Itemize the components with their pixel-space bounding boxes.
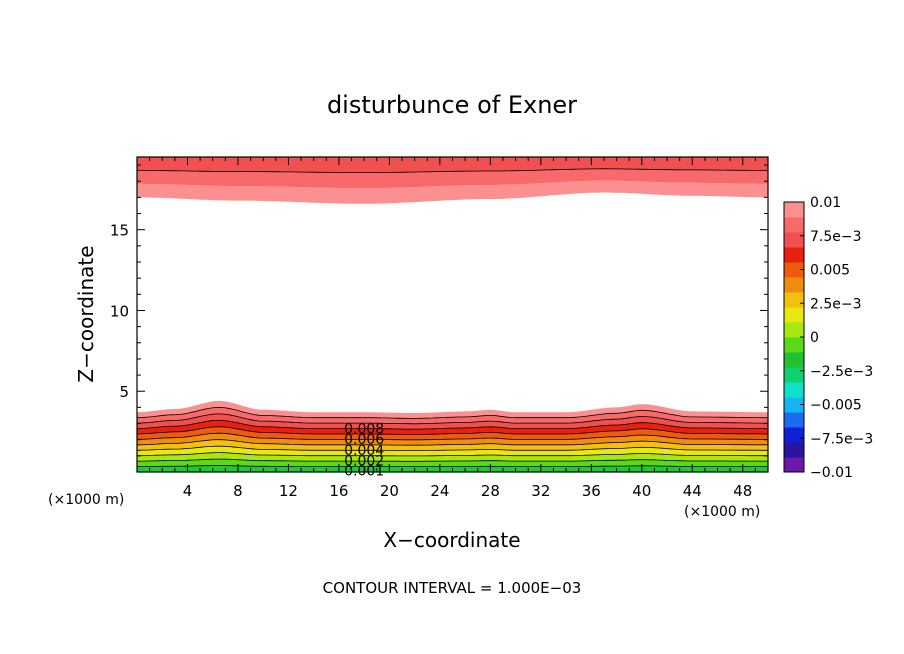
contour-label: 0.008 (344, 421, 384, 437)
x-tick-label: 36 (582, 482, 601, 500)
contour-label: 0.004 (344, 443, 384, 459)
x-tick-label: 8 (233, 482, 243, 500)
colorbar-tick-label: 7.5e−3 (810, 229, 862, 245)
contour-interval-footer: CONTOUR INTERVAL = 1.000E−03 (323, 579, 582, 597)
contour-band (137, 400, 768, 419)
x-tick-label: 28 (481, 482, 500, 500)
contour-line (137, 458, 768, 462)
x-tick-label: 32 (531, 482, 550, 500)
y-axis: 5 10 15 (110, 164, 768, 457)
x-tick-label: 4 (183, 482, 193, 500)
colorbar-tick-label: 0.005 (810, 263, 850, 279)
x-tick-label: 44 (683, 482, 702, 500)
colorbar-tick-label: −0.01 (810, 465, 853, 481)
chart-title: disturbunce of Exner (327, 91, 577, 119)
colorbar-swatch (784, 397, 804, 413)
colorbar-swatch (784, 277, 804, 293)
colorbar-tick-label: 0 (810, 330, 819, 346)
colorbar-swatch (784, 232, 804, 248)
colorbar-swatch (784, 367, 804, 383)
colorbar-swatch (784, 382, 804, 398)
colorbar-swatch (784, 322, 804, 338)
x-tick-label: 16 (329, 482, 348, 500)
contour-band (137, 439, 768, 451)
contour-line (137, 439, 768, 446)
contour-line (137, 452, 768, 457)
x-unit-right: (×1000 m) (684, 504, 760, 520)
x-axis-label: X−coordinate (383, 528, 520, 552)
y-tick-label: 5 (119, 383, 129, 401)
colorbar-swatch (784, 262, 804, 278)
x-tick-label: 12 (279, 482, 298, 500)
contour-line (136, 432, 768, 441)
contour-line (137, 419, 768, 430)
colorbar-swatch (784, 427, 804, 443)
contour-line (136, 445, 768, 451)
colorbar-swatch (784, 202, 804, 218)
contour-line (137, 465, 768, 467)
y-tick-label: 10 (110, 302, 129, 320)
colorbar-tick-label: 0.01 (810, 195, 841, 211)
x-axis: 4 8 12 16 20 24 28 32 36 40 44 48 (149, 157, 756, 500)
x-tick-label: 40 (632, 482, 651, 500)
x-tick-label: 20 (380, 482, 399, 500)
contour-line (137, 168, 768, 173)
y-tick-label: 15 (110, 222, 129, 240)
colorbar-swatch (784, 307, 804, 323)
x-tick-label: 24 (430, 482, 449, 500)
contour-band (137, 407, 768, 424)
contour-line (136, 426, 768, 435)
x-unit-left: (×1000 m) (48, 492, 124, 508)
colorbar-swatch (784, 217, 804, 233)
colorbar-swatch (784, 412, 804, 428)
colorbar-swatch (784, 292, 804, 308)
colorbar-swatch (784, 337, 804, 353)
colorbar-swatch (784, 352, 804, 368)
colorbar: 0.01 7.5e−3 0.005 2.5e−3 0 −2.5e−3 −0.005 −7.5e… (783, 195, 873, 481)
colorbar-swatch (784, 457, 804, 473)
colorbar-swatch (784, 247, 804, 263)
colorbar-tick-label: −0.005 (810, 398, 862, 414)
contour-label: 0.006 (344, 432, 384, 448)
x-tick-label: 48 (733, 482, 752, 500)
contour-fills (137, 157, 768, 472)
colorbar-tick-label: −7.5e−3 (810, 431, 873, 447)
contour-lines (136, 168, 768, 467)
contour-line (136, 413, 768, 425)
contour-band (137, 459, 768, 467)
contour-band (137, 180, 768, 204)
colorbar-tick-label: −2.5e−3 (810, 364, 873, 380)
colorbar-tick-label: 2.5e−3 (810, 296, 862, 312)
contour-line (136, 406, 768, 419)
contour-band (137, 413, 768, 430)
contour-band (137, 168, 768, 189)
y-axis-label: Z−coordinate (74, 245, 98, 382)
contour-label: 0.002 (344, 454, 384, 470)
colorbar-swatch (784, 442, 804, 458)
